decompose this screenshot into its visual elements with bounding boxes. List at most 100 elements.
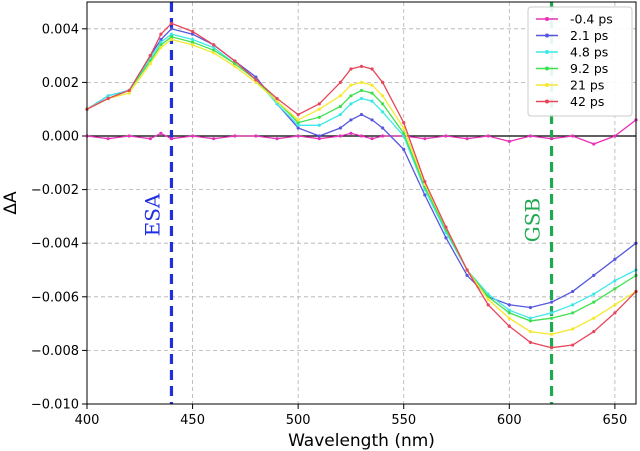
data-point (370, 91, 374, 95)
legend-item: 9.2 ps (536, 61, 608, 76)
plot-frame (86, 1, 637, 405)
data-point (190, 43, 195, 47)
data-point (212, 51, 216, 55)
data-point (254, 75, 258, 79)
legend-swatch-marker (545, 66, 549, 71)
data-point (381, 134, 385, 138)
legend-label: 2.1 ps (570, 28, 608, 43)
data-point (359, 96, 364, 101)
data-point (571, 134, 575, 138)
data-point (296, 126, 300, 130)
data-point (148, 62, 152, 66)
data-point (549, 332, 554, 336)
data-point (507, 303, 511, 307)
data-point (444, 225, 448, 229)
data-point (254, 80, 258, 84)
data-point (613, 303, 617, 307)
data-point (296, 123, 300, 127)
legend-label: -0.4 ps (570, 12, 613, 27)
data-point (549, 300, 554, 304)
legend-swatch-marker (545, 99, 549, 104)
x-axis-title: Wavelength (nm) (288, 431, 435, 451)
data-point (507, 311, 511, 315)
series-line (86, 38, 637, 335)
data-point (212, 137, 216, 141)
data-point (507, 308, 511, 312)
data-point (317, 107, 321, 111)
data-point (254, 134, 258, 138)
data-point (169, 35, 174, 39)
data-point (159, 32, 163, 36)
legend-item: -0.4 ps (536, 12, 613, 27)
y-tick-label: −0.008 (31, 344, 79, 359)
data-point (592, 273, 596, 277)
data-point (169, 32, 174, 36)
y-tick-label: −0.010 (31, 398, 79, 413)
data-point (370, 83, 374, 87)
data-point (444, 236, 448, 240)
data-point (349, 83, 353, 87)
data-point (465, 137, 469, 141)
data-point (592, 292, 596, 296)
data-point (159, 43, 163, 47)
data-point (233, 62, 237, 66)
data-point (254, 78, 258, 82)
data-point (317, 137, 321, 141)
data-point (349, 67, 353, 71)
data-point (381, 94, 385, 98)
legend-label: 42 ps (570, 94, 604, 109)
data-point (423, 179, 427, 184)
data-point (592, 330, 596, 334)
data-point (381, 110, 385, 114)
series-21-ps (85, 37, 638, 336)
data-point (296, 112, 300, 117)
legend-item: 21 ps (536, 78, 604, 93)
gsb-label: GSB (521, 198, 545, 242)
x-tick-label: 450 (180, 413, 205, 428)
data-point (233, 134, 237, 138)
data-point (370, 99, 374, 103)
data-point (571, 327, 575, 331)
series-line (86, 119, 637, 145)
data-point (486, 134, 490, 138)
data-point (148, 54, 152, 58)
data-point (233, 59, 237, 63)
data-point (349, 131, 353, 135)
legend-item: 4.8 ps (536, 45, 608, 60)
y-tick-label: −0.002 (31, 183, 79, 198)
tick-marks (82, 28, 616, 409)
x-tick-label: 500 (286, 413, 311, 428)
data-point (338, 94, 342, 98)
data-point (212, 43, 216, 47)
legend-box (527, 6, 633, 117)
data-point (233, 64, 237, 68)
data-point (370, 118, 374, 122)
data-point (359, 64, 364, 68)
legend-swatch-marker (545, 83, 549, 87)
series-2.1-ps (85, 27, 638, 310)
data-point (423, 137, 427, 141)
x-tick-label: 400 (75, 413, 100, 428)
legend-item: 42 ps (536, 94, 604, 109)
data-point (169, 21, 174, 26)
data-point (338, 104, 342, 109)
data-point (349, 102, 353, 106)
data-point (169, 27, 174, 31)
data-point (159, 45, 163, 50)
data-point (613, 287, 617, 291)
data-point (444, 134, 448, 138)
legend-label: 21 ps (570, 78, 604, 93)
data-point (613, 134, 617, 138)
data-point (549, 137, 554, 141)
legend-label: 9.2 ps (570, 61, 608, 76)
series-line (86, 36, 637, 322)
series-group (85, 21, 638, 350)
data-point (127, 88, 131, 93)
data-point (613, 279, 617, 283)
series-line (86, 22, 637, 349)
data-point (528, 134, 533, 138)
data-point (613, 257, 617, 261)
data-point (296, 121, 300, 125)
data-point (169, 137, 174, 141)
data-point (275, 102, 279, 106)
